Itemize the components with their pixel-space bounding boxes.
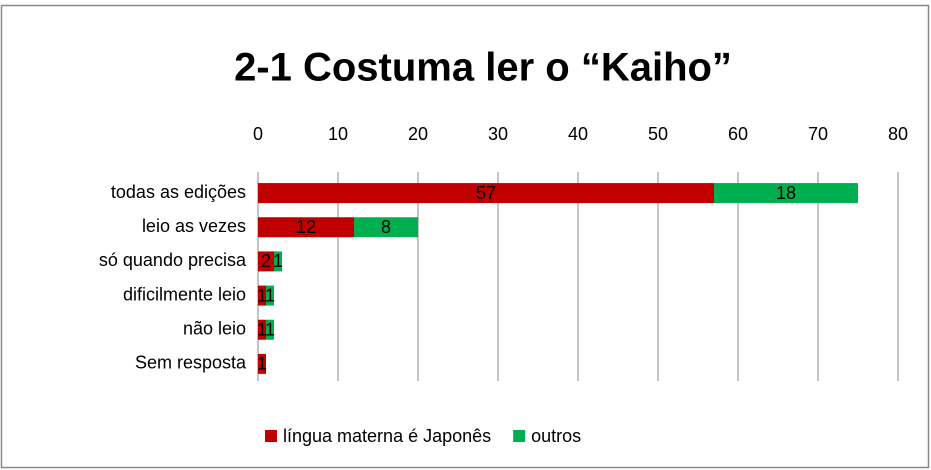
bar xyxy=(354,217,418,238)
bar xyxy=(266,319,274,340)
y-tick-label: leio as vezes xyxy=(142,216,246,236)
bar xyxy=(258,353,266,374)
chart-title: 2-1 Costuma ler o “Kaiho” xyxy=(234,46,732,90)
data-label: 57 xyxy=(476,183,496,203)
y-tick-label: todas as edições xyxy=(111,182,246,202)
bar xyxy=(258,183,714,204)
y-tick-label: Sem resposta xyxy=(135,353,247,373)
bar xyxy=(258,319,266,340)
data-label: 1 xyxy=(257,354,267,374)
x-tick-label: 50 xyxy=(648,124,668,144)
data-label: 2 xyxy=(261,251,271,271)
y-tick-label: dificilmente leio xyxy=(123,284,246,304)
legend-label: língua materna é Japonês xyxy=(283,426,491,446)
bar xyxy=(258,285,266,306)
legend-label: outros xyxy=(531,426,581,446)
x-tick-label: 80 xyxy=(888,124,908,144)
data-label: 1 xyxy=(265,320,275,340)
data-label: 8 xyxy=(381,217,391,237)
x-tick-label: 40 xyxy=(568,124,588,144)
x-tick-label: 70 xyxy=(808,124,828,144)
bar xyxy=(266,285,274,306)
x-tick-label: 0 xyxy=(253,124,263,144)
x-tick-label: 20 xyxy=(408,124,428,144)
x-tick-label: 10 xyxy=(328,124,348,144)
legend-swatch xyxy=(513,430,526,442)
legend-swatch xyxy=(265,430,277,442)
data-label: 1 xyxy=(257,320,267,340)
data-label: 1 xyxy=(257,285,267,305)
x-tick-label: 30 xyxy=(488,124,508,144)
bar xyxy=(258,251,274,272)
bar xyxy=(714,183,858,204)
chart-border xyxy=(0,4,930,469)
data-label: 1 xyxy=(265,285,275,305)
bar xyxy=(274,251,282,272)
y-tick-label: não leio xyxy=(183,319,246,339)
data-label: 18 xyxy=(776,183,796,203)
data-label: 1 xyxy=(273,251,283,271)
data-label: 12 xyxy=(296,217,316,237)
y-tick-label: só quando precisa xyxy=(99,250,247,270)
x-tick-label: 60 xyxy=(728,124,748,144)
bar xyxy=(258,217,354,238)
